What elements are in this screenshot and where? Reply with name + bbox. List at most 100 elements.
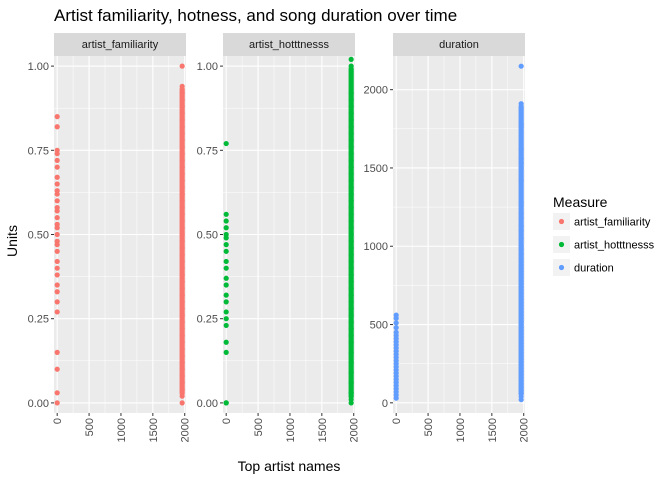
facet-strip-label: artist_familiarity xyxy=(82,39,159,51)
data-point xyxy=(54,258,60,265)
legend-label: duration xyxy=(574,263,614,275)
overplotted-point-band xyxy=(179,86,185,397)
data-point xyxy=(223,258,229,265)
data-point xyxy=(223,282,229,288)
data-point xyxy=(393,325,399,331)
data-point xyxy=(54,215,60,221)
y-tick-label: 0.75 xyxy=(28,145,49,157)
data-point xyxy=(54,231,60,238)
x-tick-label: 1500 xyxy=(148,418,160,442)
facet-strip-label: artist_hotttnesss xyxy=(249,39,330,51)
data-point xyxy=(223,339,229,345)
y-tick-label: 500 xyxy=(370,320,388,332)
x-tick-label: 1500 xyxy=(317,418,329,442)
data-point xyxy=(223,218,229,224)
legend-label: artist_familiarity xyxy=(574,217,651,229)
overplotted-point-band xyxy=(348,66,354,400)
data-point xyxy=(348,56,354,62)
x-tick-label: 0 xyxy=(221,418,233,424)
x-tick-label: 2000 xyxy=(180,418,192,442)
data-point xyxy=(54,174,60,180)
y-tick-label: 1.00 xyxy=(28,61,49,73)
data-point xyxy=(223,275,229,281)
data-point xyxy=(223,211,229,217)
data-point xyxy=(54,157,60,164)
facet-strip xyxy=(223,33,355,56)
y-tick-label: 1000 xyxy=(364,241,388,253)
x-tick-label: 1500 xyxy=(487,418,499,442)
facet-duration: duration 0 500 1000 1500 2000 0 500 1000 1500 2000 xyxy=(364,33,531,442)
data-point xyxy=(223,309,229,315)
data-point xyxy=(54,349,60,355)
y-tick-label: 2000 xyxy=(364,85,388,97)
data-point xyxy=(54,265,60,271)
x-tick-label: 0 xyxy=(52,418,64,424)
facet-artist_hotttnesss: artist_hotttnesss 0.00 0.25 0.50 0.75 1.00 0 50… xyxy=(197,33,361,442)
x-tick-label: 2000 xyxy=(349,418,361,442)
x-tick-label: 500 xyxy=(423,418,435,436)
data-point xyxy=(179,63,185,69)
data-point xyxy=(223,299,229,305)
data-point xyxy=(393,320,399,326)
facet-strip xyxy=(393,33,525,56)
data-point xyxy=(54,289,60,295)
overplotted-point-band xyxy=(518,103,524,397)
data-point xyxy=(54,309,60,315)
data-point xyxy=(223,231,229,238)
data-point xyxy=(223,349,229,355)
data-point xyxy=(54,181,60,187)
x-tick-label: 0 xyxy=(391,418,403,424)
data-point xyxy=(54,299,60,305)
legend-key-point xyxy=(558,218,565,225)
y-tick-label: 1.00 xyxy=(197,61,218,73)
data-point xyxy=(54,366,60,372)
legend-key-point xyxy=(558,241,565,248)
data-point xyxy=(54,147,60,153)
y-tick-label: 0 xyxy=(382,398,388,410)
x-axis-title: Top artist names xyxy=(238,458,341,474)
y-tick-label: 0.25 xyxy=(28,314,49,326)
legend-label: artist_hotttnesss xyxy=(574,240,655,252)
y-tick-label: 1500 xyxy=(364,163,388,175)
data-point xyxy=(223,292,229,298)
y-tick-label: 0.25 xyxy=(197,314,218,326)
data-point xyxy=(54,272,60,278)
data-point xyxy=(223,242,229,248)
x-tick-label: 500 xyxy=(84,418,96,436)
data-point xyxy=(54,221,60,227)
data-point xyxy=(54,124,60,130)
x-tick-label: 1000 xyxy=(455,418,467,442)
data-point xyxy=(54,198,60,204)
y-tick-label: 0.00 xyxy=(197,398,218,410)
data-point xyxy=(179,400,185,406)
data-point xyxy=(223,225,229,231)
data-point xyxy=(393,312,399,318)
data-point xyxy=(54,248,60,254)
data-point xyxy=(54,204,60,211)
legend-key-point xyxy=(558,264,565,271)
y-tick-label: 0.00 xyxy=(28,398,49,410)
facet-panels: artist_familiarity 0.00 0.25 0.50 0.75 1.00 0 5… xyxy=(28,33,531,442)
data-point xyxy=(518,63,524,69)
data-point xyxy=(54,282,60,288)
data-point xyxy=(54,188,60,194)
data-point xyxy=(54,114,60,120)
data-point xyxy=(223,322,229,329)
data-point xyxy=(54,390,60,396)
chart-title: Artist familiarity, hotness, and song du… xyxy=(54,6,457,25)
data-point xyxy=(223,400,229,406)
panel-background xyxy=(393,56,525,413)
facet-strip-label: duration xyxy=(439,39,479,51)
x-tick-label: 500 xyxy=(253,418,265,436)
facet-strip xyxy=(54,33,186,56)
data-point xyxy=(223,140,229,147)
data-point xyxy=(223,316,229,322)
data-point xyxy=(54,164,60,170)
y-tick-label: 0.50 xyxy=(28,230,49,242)
data-point xyxy=(223,265,229,271)
data-point xyxy=(54,238,60,244)
y-tick-label: 0.50 xyxy=(197,230,218,242)
data-point xyxy=(54,400,60,406)
y-tick-label: 0.75 xyxy=(197,145,218,157)
